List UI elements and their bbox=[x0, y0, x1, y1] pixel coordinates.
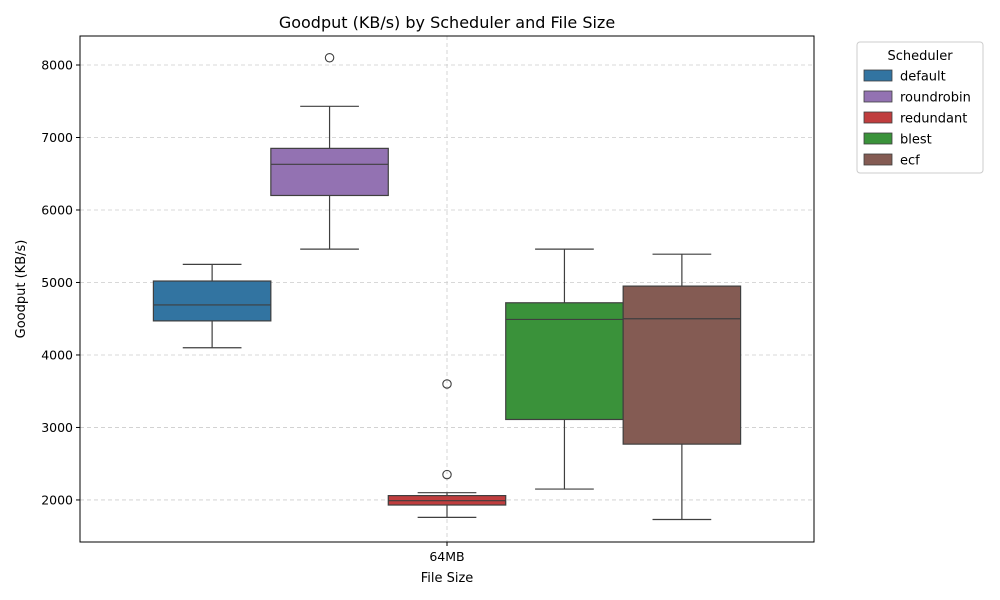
outlier-point bbox=[442, 379, 452, 389]
legend-swatch bbox=[863, 69, 893, 82]
box-iqr bbox=[622, 285, 742, 445]
y-tick-label: 8000 bbox=[41, 57, 73, 72]
box-ecf bbox=[622, 253, 742, 521]
legend-swatch bbox=[863, 153, 893, 166]
legend-items: default roundrobin redundant blest ecf bbox=[863, 69, 971, 169]
box-roundrobin bbox=[270, 52, 389, 250]
box-iqr bbox=[270, 147, 389, 197]
box-redundant bbox=[387, 379, 507, 518]
legend-swatch bbox=[863, 90, 893, 103]
y-tick-label: 7000 bbox=[41, 130, 73, 145]
legend-title: Scheduler bbox=[887, 49, 953, 64]
legend-label: redundant bbox=[900, 112, 967, 127]
chart-title: Goodput (KB/s) by Scheduler and File Siz… bbox=[279, 13, 615, 32]
x-tick-label: 64MB bbox=[429, 549, 464, 564]
outlier-point bbox=[324, 52, 335, 63]
legend-label: roundrobin bbox=[900, 91, 971, 106]
legend-swatch bbox=[863, 132, 893, 145]
legend-swatch bbox=[863, 111, 893, 124]
y-tick-label: 6000 bbox=[41, 202, 73, 217]
y-tick-label: 3000 bbox=[41, 420, 73, 435]
box-iqr bbox=[505, 302, 624, 421]
y-tick-label: 4000 bbox=[41, 347, 73, 362]
legend: Scheduler default roundrobin redundant bles… bbox=[856, 41, 984, 174]
x-axis-ticks: 64MB bbox=[429, 542, 465, 564]
box-iqr bbox=[152, 280, 272, 322]
outlier-point bbox=[442, 469, 452, 480]
legend-label: ecf bbox=[900, 154, 920, 169]
box-plots bbox=[152, 52, 742, 521]
x-axis-label: File Size bbox=[421, 571, 474, 586]
y-tick-label: 5000 bbox=[41, 275, 73, 290]
y-axis-label: Goodput (KB/s) bbox=[14, 240, 29, 339]
y-tick-label: 2000 bbox=[41, 492, 73, 507]
box-default bbox=[152, 263, 272, 349]
legend-label: blest bbox=[900, 133, 932, 148]
y-axis-ticks: 2000 3000 4000 5000 6000 7000 8000 bbox=[41, 57, 80, 507]
legend-label: default bbox=[900, 70, 946, 85]
